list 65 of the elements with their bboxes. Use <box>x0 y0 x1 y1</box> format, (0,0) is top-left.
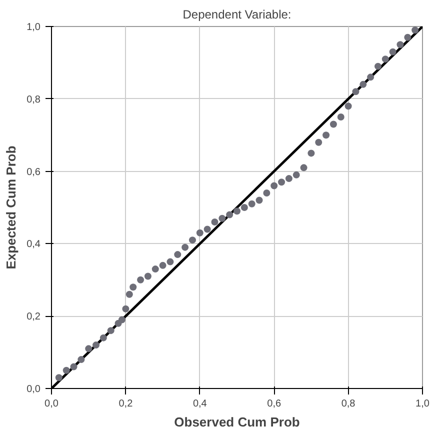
point <box>130 284 137 291</box>
point <box>412 26 419 34</box>
point <box>78 356 85 364</box>
point <box>226 211 234 218</box>
point <box>218 214 226 222</box>
point <box>137 276 144 284</box>
point <box>70 363 78 370</box>
point <box>100 334 107 342</box>
x-tick-label: 0,4 <box>192 398 208 410</box>
y-tick-label: 0,2 <box>26 312 41 323</box>
point <box>204 226 211 233</box>
point <box>367 74 374 81</box>
point <box>126 290 133 298</box>
y-tick-label: 0,0 <box>26 384 41 395</box>
x-tick-label: 0,0 <box>44 398 59 410</box>
point <box>374 62 382 70</box>
point <box>248 200 256 208</box>
point <box>330 120 337 128</box>
point <box>322 132 330 139</box>
point <box>211 218 218 226</box>
point <box>396 41 404 48</box>
point <box>256 196 263 204</box>
point <box>344 102 352 110</box>
point <box>263 190 270 197</box>
point <box>234 208 240 215</box>
point <box>182 244 189 251</box>
point <box>166 258 174 266</box>
point <box>118 316 126 324</box>
point <box>85 345 92 352</box>
point <box>144 272 152 280</box>
point <box>55 374 62 382</box>
chart-title: Dependent Variable: <box>182 8 292 22</box>
point <box>404 34 412 41</box>
point <box>62 366 70 374</box>
point <box>382 56 389 63</box>
x-tick-label: 1,0 <box>416 398 430 410</box>
point <box>240 204 248 211</box>
point <box>278 178 286 186</box>
point <box>107 327 114 334</box>
point <box>285 175 292 182</box>
point <box>300 164 308 172</box>
y-tick-label: 1,0 <box>26 22 41 33</box>
point <box>122 305 130 312</box>
y-tick-label: 0,4 <box>26 239 41 250</box>
y-axis-title: Expected Cum Prob <box>4 146 19 270</box>
x-tick-label: 0,8 <box>341 398 356 410</box>
point <box>196 229 204 236</box>
point <box>152 266 159 273</box>
point <box>159 262 166 269</box>
point <box>188 236 196 244</box>
x-tick-label: 0,2 <box>118 398 134 410</box>
point <box>360 80 367 88</box>
point <box>92 342 100 349</box>
point <box>352 88 360 96</box>
x-tick-label: 0,6 <box>267 398 282 410</box>
point <box>292 171 300 178</box>
point <box>270 182 278 190</box>
point <box>337 114 344 120</box>
point <box>308 150 315 157</box>
point <box>174 251 182 258</box>
y-tick-label: 0,8 <box>26 94 41 106</box>
y-tick-label: 0,6 <box>26 166 41 178</box>
point <box>389 48 396 56</box>
x-axis-title: Observed Cum Prob <box>174 414 300 430</box>
point <box>315 138 322 146</box>
